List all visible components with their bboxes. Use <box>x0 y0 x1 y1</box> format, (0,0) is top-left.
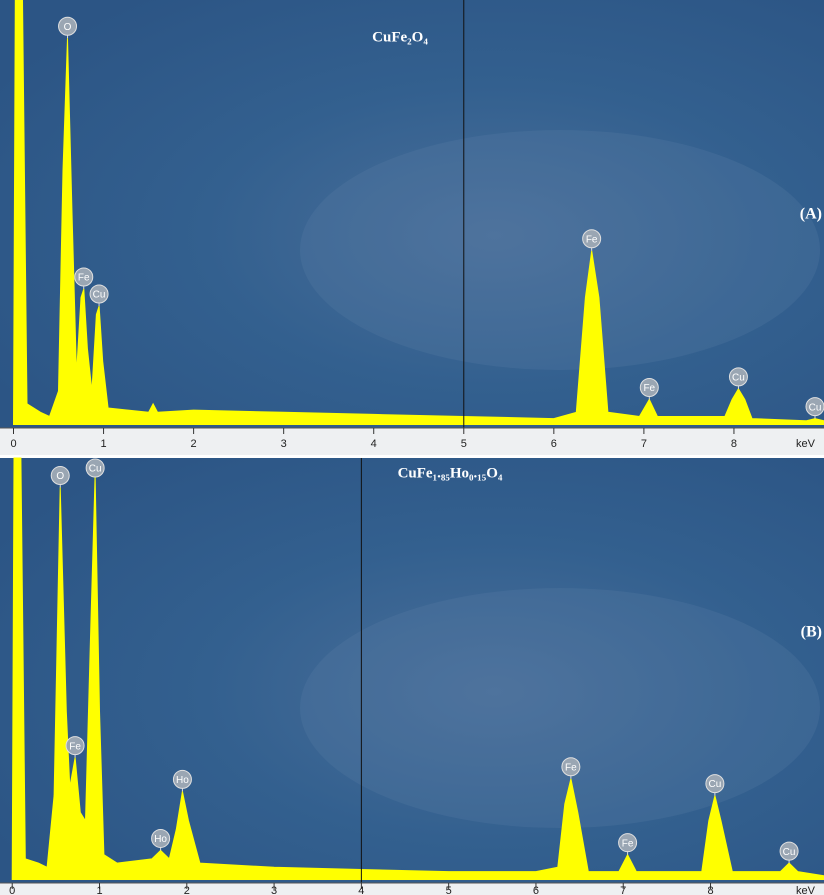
x-tick-label: 3 <box>281 438 287 450</box>
x-tick-label: 8 <box>707 885 713 895</box>
peak-label: Fe <box>565 762 577 773</box>
x-tick-label: 7 <box>641 438 647 450</box>
x-tick-label: 8 <box>731 438 737 450</box>
x-tick-label: 1 <box>101 438 107 450</box>
x-axis-strip <box>0 883 824 895</box>
peak-label: Fe <box>586 234 598 245</box>
peak-label: Ho <box>176 775 189 786</box>
x-tick-label: 4 <box>371 438 377 450</box>
x-unit: keV <box>796 885 816 895</box>
peak-label: Fe <box>622 838 634 849</box>
peak-label: Fe <box>78 273 90 284</box>
x-tick-label: 0 <box>9 885 15 895</box>
chart: OFeCuFeFeCuCuCuFe₂O₄(A)012345678keVOCuFe… <box>0 0 824 895</box>
x-tick-label: 4 <box>358 885 364 895</box>
x-tick-label: 2 <box>191 438 197 450</box>
x-tick-label: 6 <box>551 438 557 450</box>
panel-label: (B) <box>801 624 822 641</box>
peak-label: O <box>56 471 64 482</box>
peak-label: Cu <box>809 402 822 413</box>
peak-label: O <box>64 22 72 33</box>
background-blob <box>300 130 820 370</box>
peak-label: Fe <box>69 741 81 752</box>
chart-title: CuFe₁.₈₅Ho₀.₁₅O₄ <box>398 465 503 481</box>
x-tick-label: 1 <box>96 885 102 895</box>
peak-label: Cu <box>89 464 102 475</box>
x-axis-strip <box>0 428 824 455</box>
x-tick-label: 0 <box>10 438 16 450</box>
x-tick-label: 7 <box>620 885 626 895</box>
background-blob <box>300 588 820 828</box>
x-tick-label: 5 <box>461 438 467 450</box>
x-unit: keV <box>796 438 816 450</box>
peak-label: Cu <box>708 779 721 790</box>
panel-label: (A) <box>800 206 822 223</box>
peak-label: Cu <box>783 847 796 858</box>
x-tick-label: 6 <box>533 885 539 895</box>
x-tick-label: 2 <box>184 885 190 895</box>
peak-label: Cu <box>732 373 745 384</box>
x-tick-label: 5 <box>446 885 452 895</box>
chart-title: CuFe₂O₄ <box>372 29 428 45</box>
peak-label: Ho <box>154 834 167 845</box>
peak-label: Fe <box>643 383 655 394</box>
x-tick-label: 3 <box>271 885 277 895</box>
peak-label: Cu <box>93 290 106 301</box>
